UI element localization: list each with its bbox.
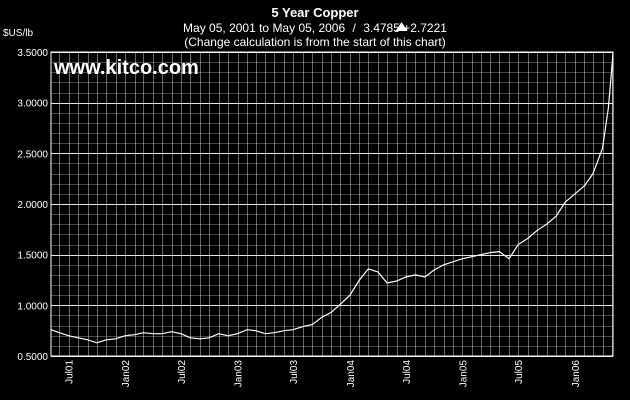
y-axis-unit-label: $US/lb: [3, 28, 33, 39]
x-tick-label: Jul02: [177, 360, 188, 384]
x-tick-label: Jan06: [571, 360, 582, 388]
subtitle-separator: /: [353, 21, 357, 35]
last-value: 3.4785: [363, 21, 400, 35]
watermark: www.kitco.com: [53, 57, 199, 79]
y-tick-label: 3.0000: [17, 99, 48, 110]
x-axis-ticks: Jul01 Jan02 Jul02 Jan03 Jul03 Jan04 Jul04 Jan05…: [65, 360, 582, 388]
x-tick-label: Jan02: [121, 360, 132, 388]
chart-title: 5 Year Copper: [271, 5, 358, 20]
change-note: (Change calculation is from the start of…: [184, 35, 445, 49]
y-tick-label: 1.0000: [17, 301, 48, 312]
y-axis-ticks: 0.5000 1.0000 1.5000 2.0000 2.5000 3.0000 3.50…: [17, 48, 48, 363]
y-tick-label: 3.5000: [17, 48, 48, 59]
date-range: May 05, 2001 to May 05, 2006: [183, 21, 345, 35]
plot-frame: [50, 51, 614, 357]
x-tick-label: Jul03: [289, 360, 300, 384]
x-tick-label: Jul01: [65, 360, 76, 384]
copper-price-line: [50, 53, 614, 344]
up-triangle-icon: [395, 22, 408, 31]
x-tick-label: Jul04: [402, 360, 413, 384]
y-tick-label: 1.5000: [17, 251, 48, 262]
y-tick-label: 2.0000: [17, 200, 48, 211]
x-tick-label: Jan05: [458, 360, 469, 388]
chart-subtitle: May 05, 2001 to May 05, 2006 / 3.4785 +2…: [183, 21, 447, 35]
grid: [51, 52, 613, 357]
x-tick-label: Jan04: [346, 360, 357, 388]
y-tick-label: 0.5000: [17, 352, 48, 363]
x-tick-label: Jul05: [514, 360, 525, 384]
change-value: +2.7221: [403, 21, 447, 35]
y-tick-label: 2.5000: [17, 149, 48, 160]
x-tick-label: Jan03: [234, 360, 245, 388]
